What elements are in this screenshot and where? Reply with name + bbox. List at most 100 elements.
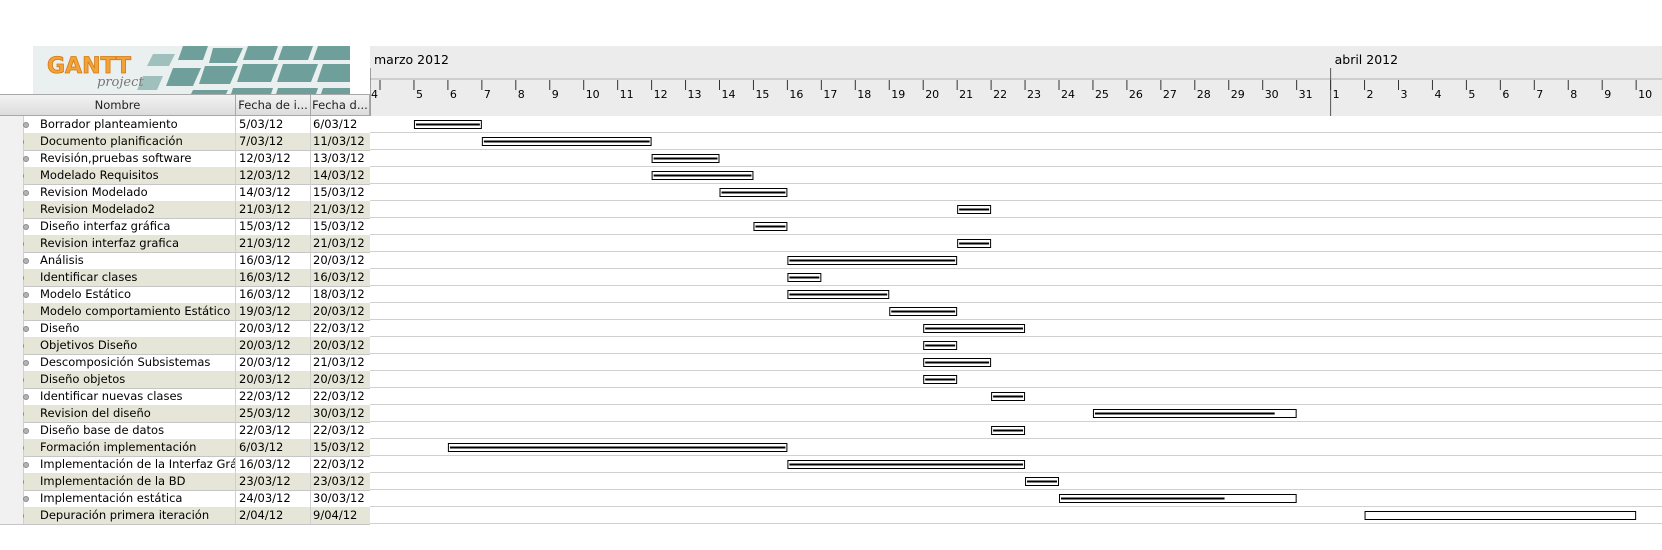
task-start-date[interactable]: 12/03/12 [236, 167, 311, 184]
task-start-date[interactable]: 20/03/12 [236, 371, 311, 388]
task-row[interactable]: Identificar nuevas clases 22/03/12 22/03/1… [0, 388, 370, 406]
task-bar[interactable] [413, 120, 482, 129]
task-row[interactable]: Objetivos Diseño 20/03/12 20/03/12 [0, 337, 370, 355]
task-start-date[interactable]: 15/03/12 [236, 218, 311, 235]
task-name[interactable]: Borrador planteamiento [24, 116, 236, 133]
task-start-date[interactable]: 2/04/12 [236, 507, 311, 524]
task-name[interactable]: Objetivos Diseño [24, 337, 236, 354]
task-bar[interactable] [787, 256, 958, 265]
task-name[interactable]: Depuración primera iteración [24, 507, 236, 524]
task-bar[interactable] [787, 460, 1026, 469]
task-start-date[interactable]: 14/03/12 [236, 184, 311, 201]
task-name[interactable]: Descomposición Subsistemas [24, 354, 236, 371]
task-start-date[interactable]: 22/03/12 [236, 388, 311, 405]
task-end-date[interactable]: 30/03/12 [311, 405, 370, 422]
task-name[interactable]: Diseño objetos [24, 371, 236, 388]
task-end-date[interactable]: 16/03/12 [311, 269, 370, 286]
task-end-date[interactable]: 14/03/12 [311, 167, 370, 184]
task-end-date[interactable]: 20/03/12 [313, 253, 365, 267]
task-row[interactable]: Diseño base de datos 22/03/12 22/03/12 [0, 422, 370, 440]
task-name[interactable]: Formación implementación [24, 439, 236, 456]
task-name[interactable]: Diseño base de datos [24, 422, 236, 439]
task-row[interactable]: Depuración primera iteración 2/04/12 9/04/… [0, 507, 370, 525]
task-bar[interactable] [1025, 477, 1059, 486]
task-start-date[interactable]: 20/03/12 [236, 354, 311, 371]
column-header-start-date[interactable]: Fecha de i... [236, 95, 311, 115]
task-end-date[interactable]: 21/03/12 [311, 235, 370, 252]
task-row[interactable]: Diseño 20/03/12 22/03/12 [0, 320, 370, 338]
task-bar[interactable] [991, 392, 1026, 401]
task-bar[interactable] [753, 222, 788, 231]
task-bar[interactable] [787, 290, 890, 299]
task-name[interactable]: Implementación de la Interfaz Gráf... [24, 456, 236, 473]
task-row[interactable]: Revision Modelado2 21/03/12 21/03/12 [0, 201, 370, 219]
task-row[interactable]: Modelo comportamiento Estático 19/03/12 20… [0, 303, 370, 321]
task-name[interactable]: Implementación estática [24, 490, 236, 507]
task-row[interactable]: Revision del diseño 25/03/12 30/03/12 [0, 405, 370, 423]
task-name[interactable]: Revision Modelado2 [24, 201, 236, 218]
task-end-date[interactable]: 22/03/12 [313, 321, 365, 335]
task-name[interactable]: Revisión,pruebas software [24, 150, 236, 167]
task-row[interactable]: Implementación de la BD 23/03/12 23/03/12 [0, 473, 370, 491]
task-start-date[interactable]: 12/03/12 [236, 150, 311, 167]
task-row[interactable]: Diseño objetos 20/03/12 20/03/12 [0, 371, 370, 389]
task-name[interactable]: Modelo comportamiento Estático [24, 303, 236, 320]
task-bar[interactable] [481, 137, 652, 146]
task-end-date[interactable]: 21/03/12 [311, 201, 370, 218]
task-row[interactable]: Borrador planteamiento 5/03/12 6/03/12 [0, 116, 370, 134]
task-start-date[interactable]: 21/03/12 [236, 235, 311, 252]
task-start-date[interactable]: 5/03/12 [236, 116, 311, 133]
task-end-date[interactable]: 15/03/12 [311, 439, 370, 456]
task-name[interactable]: Identificar clases [24, 269, 236, 286]
task-row[interactable]: Documento planificación 7/03/12 11/03/12 [0, 133, 370, 151]
task-name[interactable]: Revision interfaz grafica [24, 235, 236, 252]
task-row[interactable]: Identificar clases 16/03/12 16/03/12 [0, 269, 370, 287]
task-end-date[interactable]: 30/03/12 [313, 491, 365, 505]
task-end-date[interactable]: 22/03/12 [313, 457, 365, 471]
task-bar[interactable] [957, 205, 992, 214]
task-bar[interactable] [1092, 409, 1297, 418]
task-row[interactable]: Análisis 16/03/12 20/03/12 [0, 252, 370, 270]
task-end-date[interactable]: 21/03/12 [313, 355, 365, 369]
task-bar[interactable] [1059, 494, 1297, 503]
task-end-date[interactable]: 20/03/12 [311, 337, 370, 354]
task-name[interactable]: Modelo Estático [24, 286, 236, 303]
task-name[interactable]: Implementación de la BD [24, 473, 236, 490]
task-end-date[interactable]: 20/03/12 [311, 303, 370, 320]
task-end-date[interactable]: 20/03/12 [311, 371, 370, 388]
task-end-date[interactable]: 22/03/12 [313, 423, 365, 437]
task-start-date[interactable]: 23/03/12 [236, 473, 311, 490]
task-end-date[interactable]: 18/03/12 [313, 287, 365, 301]
task-bar[interactable] [447, 443, 788, 452]
task-end-date[interactable]: 9/04/12 [311, 507, 370, 524]
task-start-date[interactable]: 20/03/12 [236, 337, 311, 354]
task-bar[interactable] [1364, 511, 1637, 520]
task-end-date[interactable]: 6/03/12 [313, 117, 358, 131]
task-row[interactable]: Revision Modelado 14/03/12 15/03/12 [0, 184, 370, 202]
task-end-date[interactable]: 11/03/12 [311, 133, 370, 150]
task-name[interactable]: Identificar nuevas clases [24, 388, 236, 405]
task-bar[interactable] [787, 273, 822, 282]
task-start-date[interactable]: 21/03/12 [236, 201, 311, 218]
task-start-date[interactable]: 16/03/12 [236, 286, 311, 303]
task-bar[interactable] [991, 426, 1026, 435]
task-start-date[interactable]: 19/03/12 [236, 303, 311, 320]
task-row[interactable]: Formación implementación 6/03/12 15/03/12 [0, 439, 370, 457]
task-start-date[interactable]: 24/03/12 [236, 490, 311, 507]
task-name[interactable]: Revision Modelado [24, 184, 236, 201]
task-end-date[interactable]: 23/03/12 [311, 473, 370, 490]
task-end-date[interactable]: 13/03/12 [313, 151, 365, 165]
task-start-date[interactable]: 7/03/12 [236, 133, 311, 150]
task-row[interactable]: Modelo Estático 16/03/12 18/03/12 [0, 286, 370, 304]
task-bar[interactable] [889, 307, 958, 316]
task-bar[interactable] [651, 154, 720, 163]
task-bar[interactable] [923, 375, 958, 384]
task-start-date[interactable]: 22/03/12 [236, 422, 311, 439]
task-end-date[interactable]: 15/03/12 [313, 185, 365, 199]
task-start-date[interactable]: 25/03/12 [236, 405, 311, 422]
task-name[interactable]: Documento planificación [24, 133, 236, 150]
task-bar[interactable] [923, 358, 992, 367]
task-name[interactable]: Modelado Requisitos [24, 167, 236, 184]
task-start-date[interactable]: 6/03/12 [236, 439, 311, 456]
task-start-date[interactable]: 16/03/12 [236, 456, 311, 473]
